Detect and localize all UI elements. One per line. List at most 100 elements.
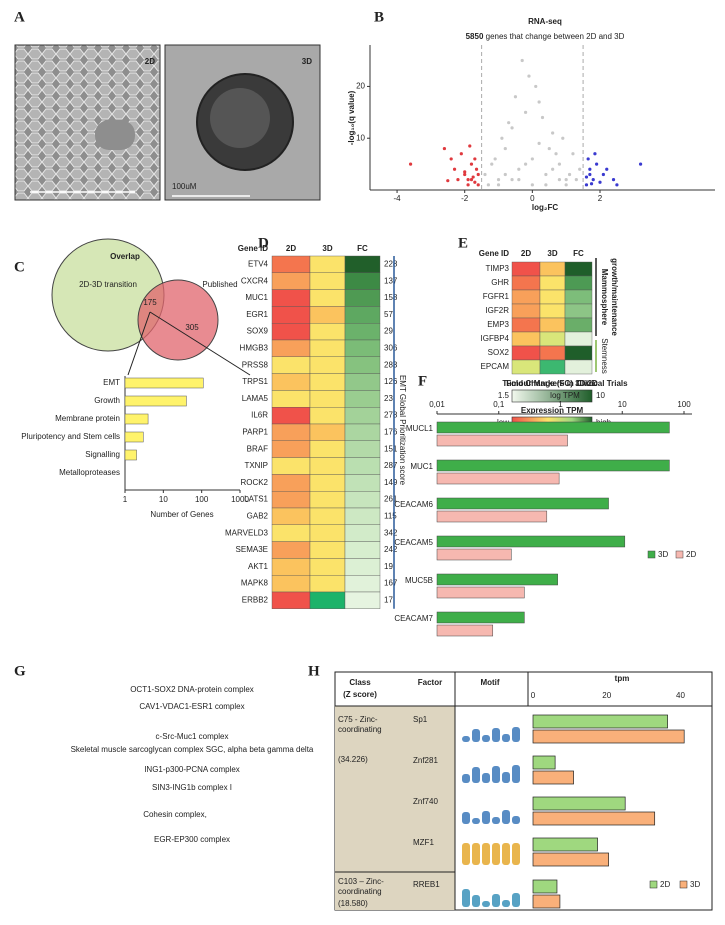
- side-label: Stemness: [600, 338, 609, 374]
- motif-logo: [492, 766, 500, 783]
- column-header: 3D: [547, 249, 557, 258]
- heat-cell: [309, 390, 346, 408]
- point: [463, 172, 467, 177]
- heat-cell: [271, 373, 311, 391]
- point: [574, 178, 578, 182]
- fc-score: 306: [384, 344, 398, 353]
- heat-cell: [539, 345, 566, 361]
- gene-label: IL6R: [251, 411, 268, 420]
- gene-label: AKT1: [248, 562, 269, 571]
- point: [605, 167, 609, 171]
- point: [473, 180, 477, 184]
- gene-label: SOX2: [488, 348, 510, 357]
- heat-cell: [564, 359, 593, 375]
- venn-title: Overlap: [110, 252, 140, 261]
- point: [638, 162, 643, 166]
- heat-cell: [539, 359, 566, 375]
- set-count: 305: [185, 323, 199, 332]
- heat-cell: [309, 289, 346, 307]
- x-tick-label: 2: [598, 194, 603, 203]
- gene-label: HMGB3: [240, 344, 269, 353]
- x-tick-label: 0,1: [493, 400, 505, 409]
- factor-label: RREB1: [413, 880, 440, 889]
- word: SIN3-ING1b complex I: [152, 783, 232, 792]
- heat-cell: [539, 289, 566, 305]
- chart-title: Tumour Markers in Clinical Trials: [502, 379, 628, 388]
- column-header: FC: [357, 244, 368, 253]
- set-circle: [137, 279, 219, 361]
- gene-label: TXNIP: [244, 461, 268, 470]
- heat-cell: [271, 390, 311, 408]
- bar: [532, 837, 598, 852]
- heat-cell: [309, 491, 346, 509]
- point: [466, 178, 470, 182]
- y-axis-label: -log₁₀(q value): [347, 90, 356, 145]
- gene-label: SEMA3E: [236, 545, 268, 554]
- point: [503, 172, 507, 177]
- heat-cell: [511, 275, 541, 291]
- z-score: (18.580): [338, 899, 368, 908]
- bar: [124, 449, 137, 461]
- heat-cell: [344, 306, 381, 324]
- bar: [436, 573, 558, 586]
- fc-score: 342: [384, 528, 398, 537]
- heat-cell: [564, 303, 593, 319]
- factor-label: Znf740: [413, 797, 438, 806]
- fc-score: 17: [384, 596, 393, 605]
- point: [601, 172, 605, 177]
- heat-cell: [309, 356, 346, 374]
- point: [469, 162, 474, 166]
- heat-cell: [511, 359, 541, 375]
- heat-cell: [309, 339, 346, 357]
- legend-label: 2D: [660, 880, 670, 889]
- heat-cell: [271, 591, 311, 609]
- header: (Z score): [343, 690, 377, 699]
- set-label: Published: [202, 280, 237, 289]
- panel-letter: E: [458, 235, 468, 251]
- category-label: MUCL1: [406, 424, 434, 433]
- heat-cell: [539, 275, 566, 291]
- point: [468, 144, 472, 148]
- point: [567, 172, 572, 177]
- z-score: (34.226): [338, 755, 368, 764]
- x-tick-label: 0: [530, 194, 535, 203]
- point: [459, 152, 463, 156]
- column-header: Gene ID: [479, 249, 509, 258]
- gene-label: ETV4: [248, 260, 269, 269]
- heat-cell: [309, 524, 346, 542]
- heat-cell: [309, 507, 346, 525]
- legend-label: 3D: [658, 550, 668, 559]
- point: [530, 157, 534, 161]
- header: Factor: [418, 678, 442, 687]
- bar: [532, 729, 685, 744]
- point: [473, 157, 477, 161]
- y-tick-label: 10: [356, 133, 365, 142]
- point: [408, 162, 413, 166]
- column-header: FC: [573, 249, 584, 258]
- heat-cell: [564, 289, 593, 305]
- legend-title: Expression TPM: [521, 406, 584, 415]
- point: [547, 146, 551, 151]
- scale-label: 100uM: [172, 182, 197, 191]
- bar: [436, 548, 512, 561]
- point: [476, 183, 480, 187]
- gene-label: BRAF: [247, 444, 268, 453]
- x-tick-label: 1: [558, 400, 563, 409]
- gene-label: IGF2R: [485, 306, 509, 315]
- gene-label: MARVELD3: [225, 528, 269, 537]
- fc-score: 261: [384, 495, 398, 504]
- motif-logo: [512, 816, 520, 824]
- heat-cell: [309, 272, 346, 290]
- heat-cell: [511, 331, 541, 347]
- heat-cell: [271, 457, 311, 475]
- heat-cell: [271, 423, 311, 441]
- heat-cell: [511, 261, 541, 277]
- word: OCT1-SOX2 DNA-protein complex: [130, 685, 254, 694]
- heat-cell: [271, 407, 311, 425]
- fc-gradient: [511, 389, 593, 403]
- heat-cell: [271, 474, 311, 492]
- heat-cell: [309, 423, 346, 441]
- point: [503, 146, 507, 151]
- fc-score: 137: [384, 276, 398, 285]
- class-label: coordinating: [338, 725, 382, 734]
